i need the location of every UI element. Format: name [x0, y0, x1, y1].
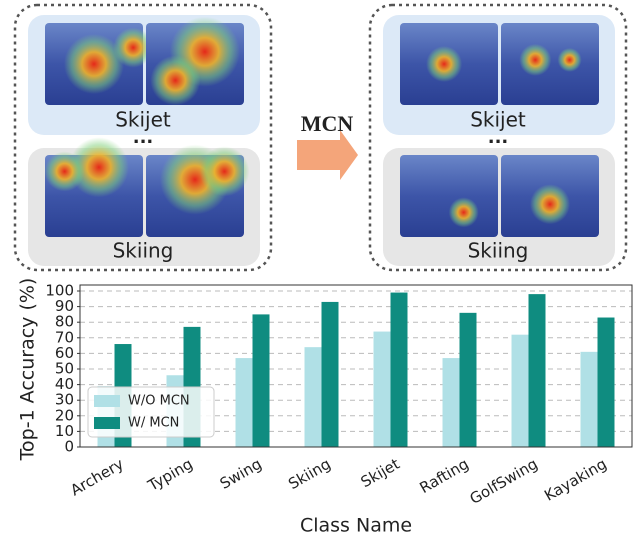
y-tick-label: 90 [55, 297, 74, 315]
heat-blob [199, 146, 249, 196]
x-tick-label: Kayaking [541, 455, 610, 505]
y-tick-label: 10 [55, 422, 74, 440]
bar [460, 313, 477, 447]
heatmap-image [45, 23, 153, 105]
y-tick-label: 70 [55, 328, 74, 346]
bar [581, 352, 598, 447]
heatmap-image [501, 155, 599, 237]
ellipsis: ... [133, 127, 154, 148]
heat-blob [150, 55, 200, 105]
class-label: Skiing [468, 239, 529, 263]
bar [391, 293, 408, 447]
y-tick-label: 40 [55, 375, 74, 393]
legend-label: W/ MCN [128, 416, 179, 431]
y-axis-label: Top-1 Accuracy (%) [17, 278, 39, 462]
heat-blob [449, 197, 479, 227]
bar [374, 332, 391, 447]
image [400, 155, 498, 237]
class-label: Skiing [113, 239, 174, 263]
arrow [297, 130, 358, 180]
y-tick-label: 50 [55, 360, 74, 378]
bar [598, 318, 615, 447]
bar [305, 347, 322, 447]
x-axis-label: Class Name [300, 515, 412, 537]
x-tick-label: Rafting [417, 455, 472, 497]
bar [236, 358, 253, 447]
y-tick-label: 0 [64, 438, 74, 456]
heatmap-image [400, 155, 498, 237]
legend-label: W/O MCN [128, 394, 190, 409]
figure: MCN Skijet...SkiingSkijet...Skiing010203… [0, 0, 644, 539]
y-tick-label: 100 [45, 282, 74, 300]
heatmap-image [400, 23, 498, 105]
bar [253, 314, 270, 447]
bar [529, 294, 546, 447]
heat-blob [558, 48, 582, 72]
heatmap-image [146, 17, 244, 106]
x-tick-label: Archery [67, 455, 126, 500]
y-tick-label: 80 [55, 313, 74, 331]
ellipsis: ... [488, 127, 509, 148]
legend-swatch [94, 417, 120, 429]
x-tick-label: GolfSwing [467, 455, 541, 508]
legend-swatch [94, 395, 120, 407]
x-tick-label: Swing [217, 455, 265, 493]
heatmap-image [146, 145, 249, 237]
x-tick-label: Skijet [358, 455, 403, 491]
bar [322, 302, 339, 447]
x-tick-label: Typing [144, 455, 196, 495]
arrow-label: MCN [301, 111, 354, 136]
bar [443, 358, 460, 447]
heat-blob [45, 151, 85, 191]
bar [512, 335, 529, 447]
heat-blob [530, 184, 570, 224]
heatmap-image [501, 23, 599, 105]
heat-blob [519, 44, 551, 76]
y-tick-label: 60 [55, 344, 74, 362]
y-tick-label: 20 [55, 406, 74, 424]
x-tick-label: Skiing [285, 455, 333, 493]
heat-blob [426, 46, 462, 82]
y-tick-label: 30 [55, 391, 74, 409]
